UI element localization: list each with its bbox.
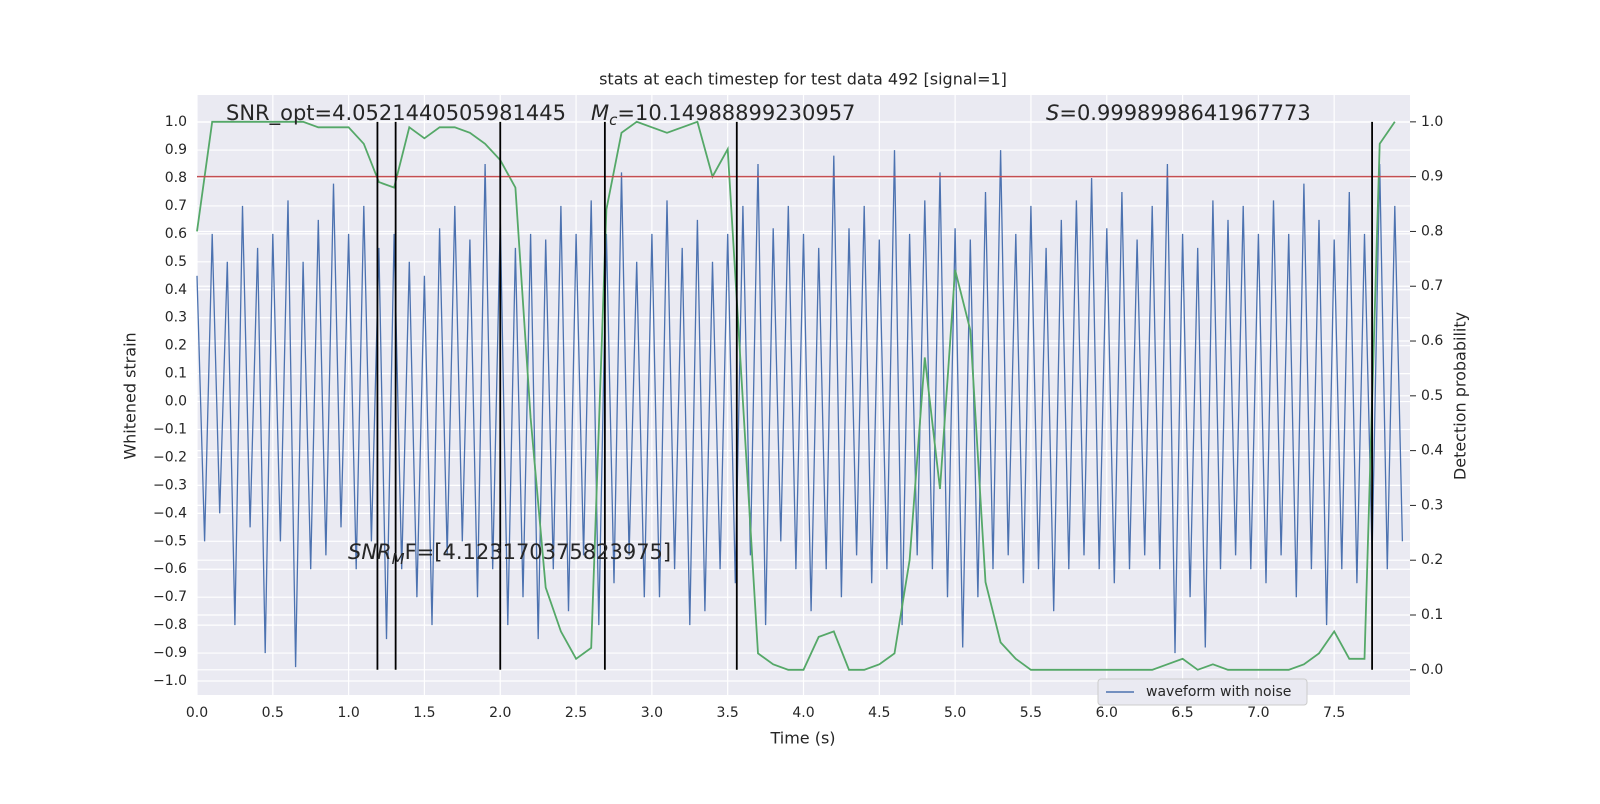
y-tick-label: −0.7 [153,589,187,605]
chart-title: stats at each timestep for test data 492… [599,70,1007,89]
annotation-subscript: c [609,111,618,129]
x-tick-label: 1.5 [413,705,435,721]
y2-tick-label: 0.3 [1421,497,1443,513]
annotation-text: =10.14988899230957 [617,101,855,125]
x-tick-label: 5.5 [1020,705,1042,721]
x-tick-label: 0.5 [262,705,284,721]
x-tick-label: 5.0 [944,705,966,721]
x-tick-label: 3.5 [717,705,739,721]
y-tick-label: 0.0 [165,394,187,410]
x-tick-label: 0.0 [186,705,208,721]
x-tick-label: 1.0 [337,705,359,721]
y2-tick-label: 0.9 [1421,169,1443,185]
x-tick-label: 4.5 [868,705,890,721]
annotation-subscript: M [392,550,405,568]
y2-tick-label: 0.2 [1421,552,1443,568]
y-tick-label: −0.8 [153,617,187,633]
annotation: Mc=10.14988899230957 [591,101,855,129]
y2-tick-label: 0.8 [1421,223,1443,239]
y-tick-label: −0.4 [153,505,187,521]
x-axis-label: Time (s) [769,729,835,748]
y-tick-label: 0.5 [165,254,187,270]
marks [196,120,1410,671]
x-tick-label: 2.5 [565,705,587,721]
grid [196,95,1410,695]
y2-tick-label: 0.1 [1421,607,1443,623]
annotation-symbol: SNR [348,540,392,564]
x-tick-label: 2.0 [489,705,511,721]
legend-label: waveform with noise [1146,684,1291,700]
annotation-text: =0.9998998641967773 [1059,101,1310,125]
y2-tick-label: 0.7 [1421,278,1443,294]
y-tick-label: 0.7 [165,198,187,214]
x-tick-label: 3.0 [641,705,663,721]
legend-box [1097,678,1308,706]
y-tick-label: 0.6 [165,226,187,242]
x-tick-label: 4.0 [792,705,814,721]
annotation: S=0.9998998641967773 [1046,101,1311,125]
y-tick-label: 0.3 [165,310,187,326]
annotations: SNR_opt=4.0521440505981445 Mc=10.14988899… [226,101,1311,568]
x-tick-label: 7.0 [1247,705,1269,721]
series-line [196,150,1404,668]
y2-axis-label: Detection probability [1451,312,1470,480]
y-axis-label: Whitened strain [121,332,140,459]
y2-tick-label: 0.4 [1421,443,1443,459]
annotation: SNRMF=[4.123170375823975] [348,540,671,568]
y-tick-label: −0.5 [153,533,187,549]
y-tick-label: −0.6 [153,561,187,577]
annotation-symbol: S [1046,101,1059,125]
y-tick-label: 1.0 [165,114,187,130]
y-tick-label: −0.2 [153,449,187,465]
y2-tick-label: 1.0 [1421,114,1443,130]
x-tick-label: 6.0 [1096,705,1118,721]
y2-tick-label: 0.5 [1421,388,1443,404]
annotation: SNR_opt=4.0521440505981445 [226,101,566,126]
annotation-symbol: M [591,101,609,125]
x-tick-label: 7.5 [1323,705,1345,721]
annotation-text: F=[4.123170375823975] [405,540,672,564]
y-tick-label: −0.3 [153,477,187,493]
y-tick-label: −0.9 [153,645,187,661]
series-line [196,120,1396,671]
x-tick-label: 6.5 [1171,705,1193,721]
legend: waveform with noise [1097,678,1308,706]
y-tick-label: −0.1 [153,422,187,438]
ticks: 0.0 0.5 1.0 1.5 2.0 2.5 3.0 3.5 4.0 4.5 5.0 5.5 6.0 6… [153,114,1443,721]
y2-tick-label: 0.0 [1421,662,1443,678]
y-tick-label: 0.9 [165,142,187,158]
y-tick-label: 0.8 [165,170,187,186]
y-tick-label: 0.1 [165,366,187,382]
y-tick-label: −1.0 [153,673,187,689]
y2-tick-label: 0.6 [1421,333,1443,349]
y-tick-label: 0.4 [165,282,187,298]
y-tick-label: 0.2 [165,338,187,354]
